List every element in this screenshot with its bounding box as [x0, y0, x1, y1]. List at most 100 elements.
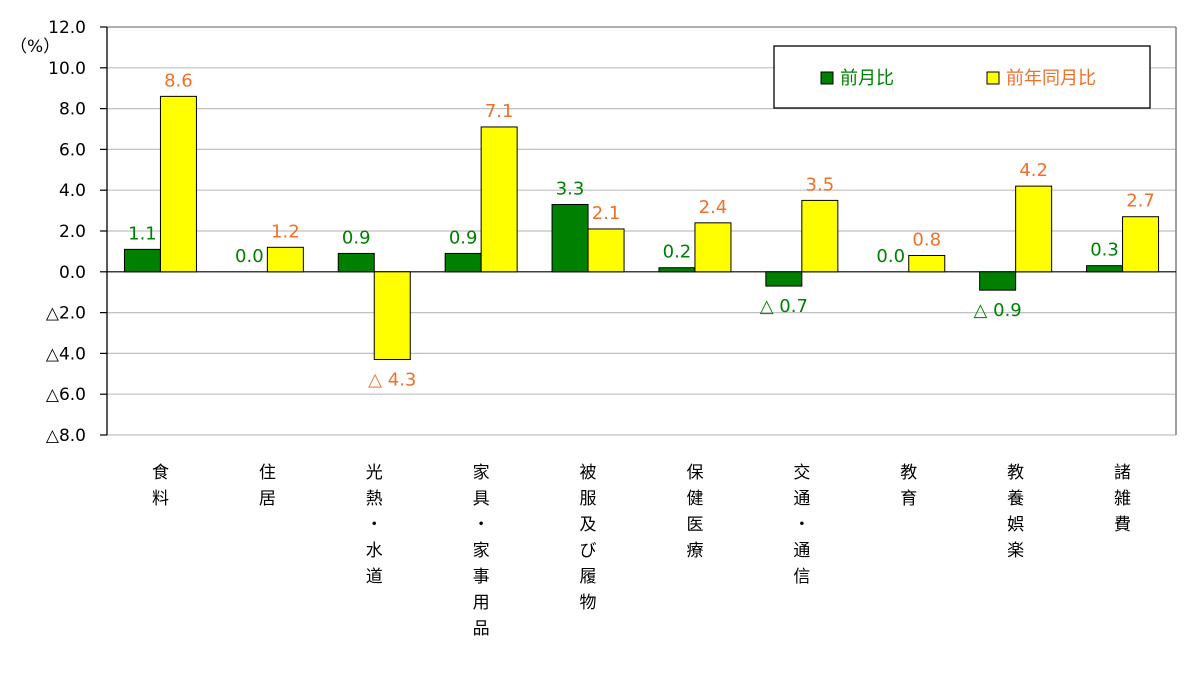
x-tick-label-char: 熱 [366, 489, 383, 509]
bar-mom [658, 267, 696, 273]
data-label: 0.9 [449, 227, 478, 248]
x-tick-label-char: ・ [473, 515, 490, 535]
x-tick-label-char: 医 [686, 515, 703, 535]
bar-yoy [159, 95, 197, 273]
data-label: 8.6 [164, 70, 193, 91]
bar-yoy [694, 222, 732, 273]
data-label: △ 4.3 [368, 370, 416, 391]
data-label: 2.1 [592, 203, 621, 224]
x-tick-label-char: 服 [580, 489, 597, 509]
bar-yoy [908, 254, 946, 273]
x-tick-label-char: 履 [580, 567, 597, 587]
x-tick-label-char: び [580, 541, 597, 561]
x-tick-label-char: 諸 [1114, 463, 1131, 483]
data-labels: 1.1 8.6 0.0 1.2 0.9 △ 4.3 0.9 7.1 3.3 2.1 0.2 2.4 △ … [128, 70, 1155, 390]
x-tick-label-end: 育 [900, 489, 917, 509]
x-tick-label-end: 費 [1114, 515, 1131, 535]
bar-mom [1086, 265, 1124, 273]
data-label: 3.5 [806, 174, 835, 195]
data-label: 4.2 [1019, 160, 1048, 181]
x-tick-label-char: 通 [793, 489, 810, 509]
x-tick-label-char: 具 [473, 489, 490, 509]
bar-yoy [480, 126, 518, 273]
x-tick-label-end: 信 [793, 567, 810, 587]
x-tick-label-end: 楽 [1007, 541, 1024, 561]
x-tick-label-char: 雑 [1114, 489, 1131, 509]
y-tick-label: △2.0 [46, 304, 86, 324]
y-tick-label: △6.0 [46, 385, 86, 405]
y-tick-label: 0.0 [59, 263, 86, 283]
x-tick-label-end: 料 [152, 489, 169, 509]
data-label: 1.1 [128, 223, 157, 244]
x-tick-label-end: 道 [366, 567, 383, 587]
y-tick-label: 8.0 [59, 100, 86, 120]
x-tick-label-char: 家 [473, 541, 490, 561]
x-tick-label-end: 品 [473, 619, 490, 639]
x-tick-label-char: 教 [900, 463, 917, 483]
y-tick-label: △8.0 [46, 426, 86, 446]
x-tick-label-char: 住 [259, 463, 276, 483]
y-tick-label: △4.0 [46, 344, 86, 364]
x-tick-label-char: 保 [686, 463, 703, 483]
x-tick-label-char: 養 [1007, 489, 1024, 509]
legend-label-yoy: 前年同月比 [1006, 68, 1096, 89]
data-label: 2.7 [1126, 191, 1155, 212]
legend-swatch-yoy [986, 71, 1000, 85]
data-label: 0.3 [1090, 240, 1119, 261]
x-tick-label-end: 居 [259, 489, 276, 509]
data-label: 1.2 [271, 221, 300, 242]
bar-yoy [1122, 216, 1160, 273]
bars [123, 95, 1160, 361]
legend-label-mom: 前月比 [840, 68, 894, 89]
x-tick-label-char: 水 [366, 541, 383, 561]
data-label: 0.8 [912, 229, 941, 250]
y-tick-label: 12.0 [48, 18, 86, 38]
y-tick-label: 10.0 [48, 59, 86, 79]
bar-yoy [373, 271, 411, 361]
legend-box [773, 45, 1151, 109]
y-tick-label: 4.0 [59, 181, 86, 201]
data-label: 0.0 [876, 246, 905, 267]
data-label: 3.3 [556, 178, 585, 199]
data-label: 0.2 [663, 242, 692, 263]
y-axis-label: （%） [10, 37, 60, 57]
data-label: △ 0.7 [760, 296, 808, 317]
bar-mom [765, 271, 803, 287]
x-tick-label-char: 交 [793, 463, 810, 483]
x-tick-label-end: 物 [580, 593, 597, 613]
x-tick-label-char: 家 [473, 463, 490, 483]
x-tick-label-end: 療 [686, 541, 703, 561]
x-tick-label-char: 娯 [1007, 515, 1024, 535]
bar-mom [979, 271, 1017, 291]
x-tick-label-char: 食 [152, 463, 169, 483]
x-tick-label-char: ・ [366, 515, 383, 535]
data-label: 7.1 [485, 101, 514, 122]
bar-mom [444, 252, 482, 273]
x-tick-label-char: 通 [793, 541, 810, 561]
x-tick-label-char: 用 [473, 593, 490, 613]
x-tick-label-char: 被 [580, 463, 597, 483]
data-label: 0.9 [342, 227, 371, 248]
bar-yoy [587, 228, 625, 273]
x-tick-label-char: 及 [580, 515, 597, 535]
x-tick-label-char: 健 [686, 489, 703, 509]
gridlines [107, 26, 1177, 436]
bar-yoy [801, 199, 839, 273]
x-tick-label-char: 光 [366, 463, 383, 483]
x-tick-label-char: 事 [473, 567, 490, 587]
x-tick-label-char: ・ [793, 515, 810, 535]
bar-mom [551, 203, 589, 273]
bar-yoy [1015, 185, 1053, 273]
legend: 前月比 前年同月比 [773, 45, 1151, 109]
bar-mom [123, 248, 161, 273]
bar-yoy [266, 246, 304, 273]
y-axis: 12.0 10.0 8.0 6.0 4.0 2.0 0.0 △2.0 △4.0 △6.0 △8.0 [46, 18, 1176, 446]
y-tick-label: 2.0 [59, 222, 86, 242]
bar-mom [337, 252, 375, 273]
legend-swatch-mom [820, 71, 834, 85]
data-label: 2.4 [699, 197, 728, 218]
y-tick-label: 6.0 [59, 140, 86, 160]
x-tick-label-char: 教 [1007, 463, 1024, 483]
